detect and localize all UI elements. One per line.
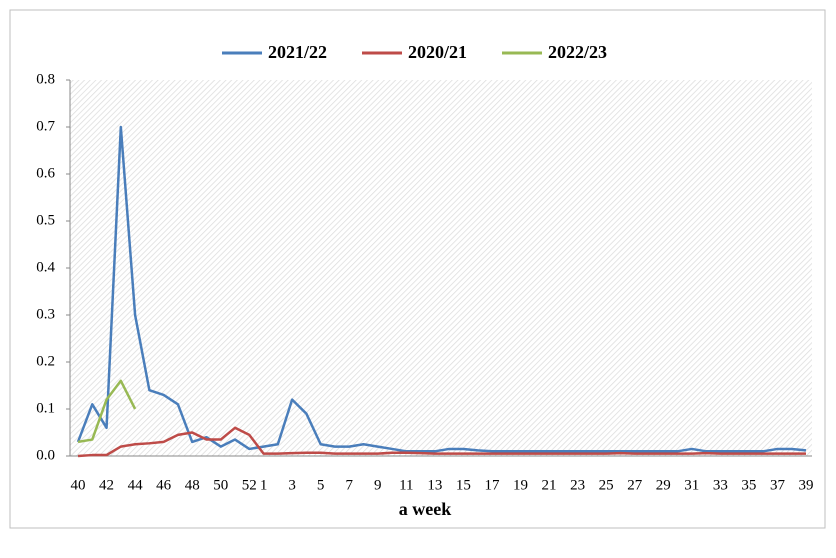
x-tick-label: 46 xyxy=(156,477,172,493)
legend-label: 2022/23 xyxy=(548,42,607,62)
x-tick-label: 19 xyxy=(513,477,528,493)
x-tick-label: 23 xyxy=(570,477,585,493)
x-tick-label: 15 xyxy=(456,477,471,493)
x-tick-label: 1 xyxy=(260,477,268,493)
x-tick-label: 35 xyxy=(741,477,756,493)
y-tick-label: 0.0 xyxy=(36,447,55,463)
x-tick-label: 48 xyxy=(185,477,200,493)
x-tick-label: 37 xyxy=(770,477,786,493)
x-axis-label: a week xyxy=(399,499,452,519)
y-tick-label: 0.1 xyxy=(36,400,55,416)
y-tick-label: 0.8 xyxy=(36,71,55,87)
x-tick-label: 50 xyxy=(213,477,228,493)
legend-label: 2020/21 xyxy=(408,42,467,62)
x-tick-label: 3 xyxy=(288,477,296,493)
x-tick-label: 31 xyxy=(684,477,699,493)
series-line xyxy=(77,379,137,444)
x-tick-label: 17 xyxy=(484,477,500,493)
x-tick-label: 44 xyxy=(128,477,144,493)
series-line xyxy=(77,426,806,458)
x-tick-label: 52 xyxy=(242,477,257,493)
series-line xyxy=(76,125,807,453)
y-tick-label: 0.2 xyxy=(36,353,55,369)
x-tick-label: 7 xyxy=(345,477,353,493)
x-tick-label: 42 xyxy=(99,477,114,493)
y-tick-label: 0.3 xyxy=(36,306,55,322)
x-tick-label: 29 xyxy=(656,477,671,493)
x-tick-label: 33 xyxy=(713,477,728,493)
x-tick-label: 9 xyxy=(374,477,382,493)
y-tick-label: 0.5 xyxy=(36,212,55,228)
x-tick-label: 39 xyxy=(799,477,814,493)
x-tick-label: 25 xyxy=(599,477,614,493)
legend-label: 2021/22 xyxy=(268,42,327,62)
x-tick-label: 40 xyxy=(71,477,86,493)
x-tick-label: 11 xyxy=(399,477,413,493)
plot-area xyxy=(70,80,812,456)
y-tick-label: 0.6 xyxy=(36,165,55,181)
x-tick-label: 21 xyxy=(542,477,557,493)
y-tick-label: 0.7 xyxy=(36,118,55,134)
x-tick-label: 13 xyxy=(427,477,442,493)
y-tick-label: 0.4 xyxy=(36,259,55,275)
x-tick-label: 27 xyxy=(627,477,643,493)
x-tick-label: 5 xyxy=(317,477,325,493)
